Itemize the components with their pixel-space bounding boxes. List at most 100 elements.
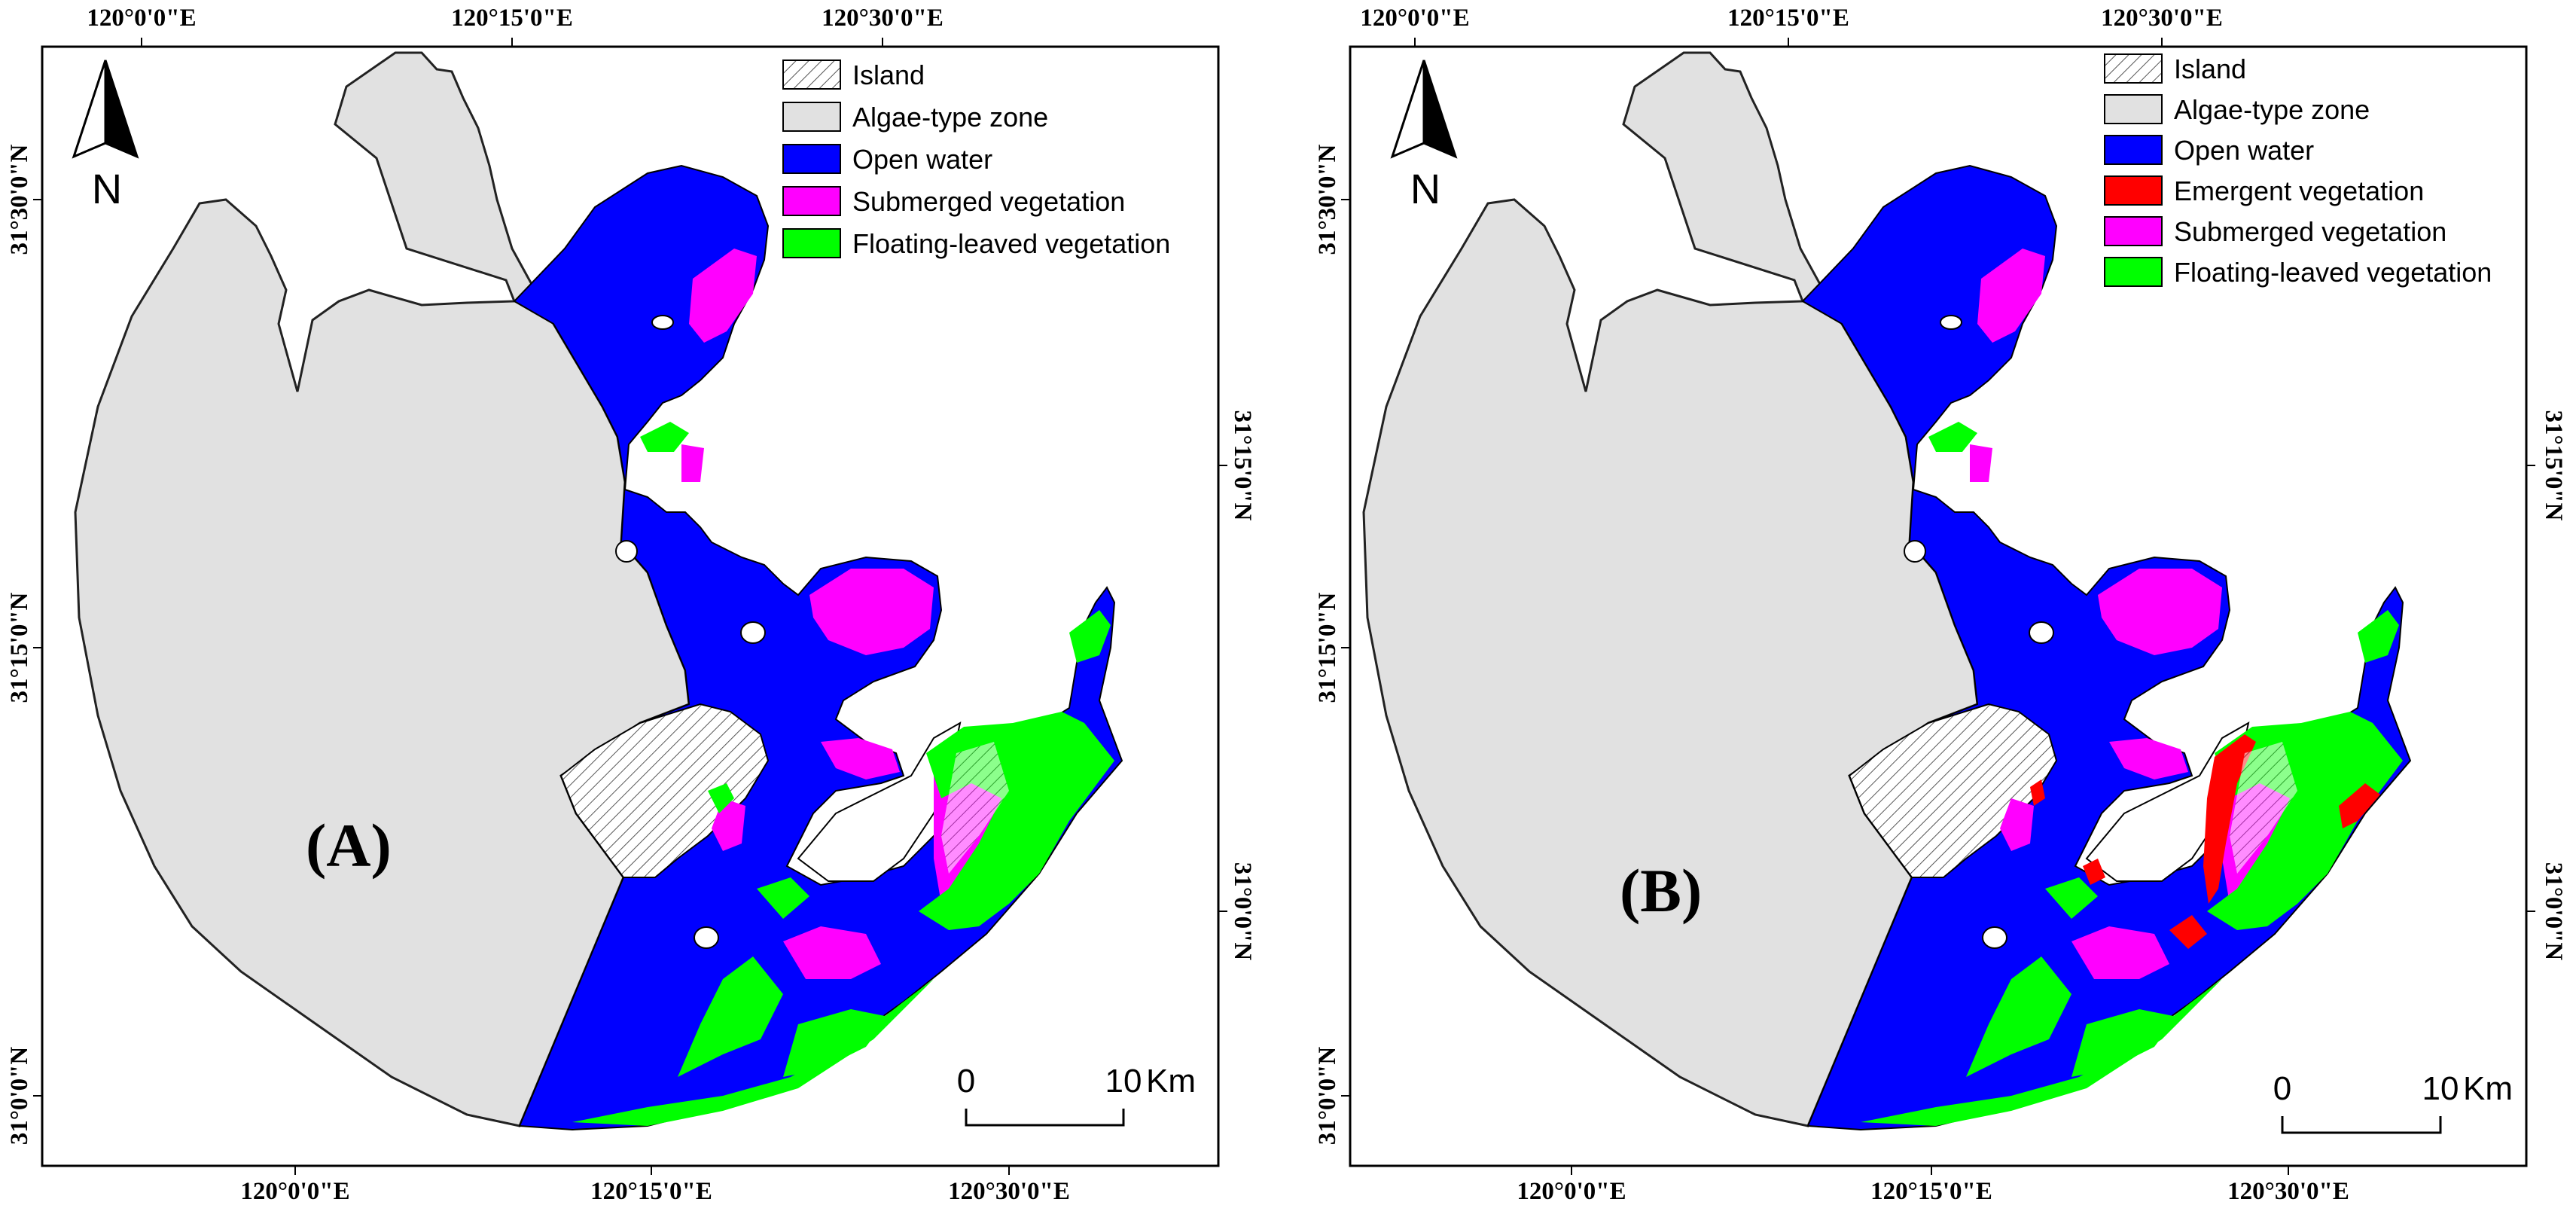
scale-unit: Km bbox=[2463, 1070, 2513, 1107]
tick-marks bbox=[1341, 38, 2535, 1175]
scale-unit: Km bbox=[1146, 1063, 1196, 1100]
scale-end: 10 bbox=[1105, 1063, 1142, 1100]
left-tick-2: 31°15'0"N bbox=[6, 592, 33, 703]
small-island bbox=[1940, 315, 1962, 330]
legend-swatch-open-water bbox=[782, 144, 841, 174]
legend-swatch-island bbox=[2104, 53, 2163, 84]
floating-leaved-vegetation bbox=[572, 979, 934, 1126]
scale-end: 10 bbox=[2422, 1070, 2459, 1107]
emergent-vegetation bbox=[2203, 734, 2256, 904]
top-tick-2: 120°15'0"E bbox=[1727, 5, 1849, 32]
left-tick-3: 31°0'0"N bbox=[1314, 1047, 1341, 1146]
left-tick-1: 31°30'0"N bbox=[6, 144, 33, 255]
bottom-tick-3: 120°30'0"E bbox=[2227, 1178, 2349, 1205]
top-tick-1: 120°0'0"E bbox=[87, 5, 196, 32]
legend-swatch-submerged bbox=[2104, 216, 2163, 246]
legend-label-open-water: Open water bbox=[2174, 135, 2314, 166]
legend-label-submerged: Submerged vegetation bbox=[2174, 216, 2446, 247]
panel-label: (B) bbox=[1620, 856, 1702, 925]
submerged-vegetation bbox=[821, 738, 900, 779]
left-tick-1: 31°30'0"N bbox=[1314, 144, 1341, 255]
bottom-tick-1: 120°0'0"E bbox=[1517, 1178, 1626, 1205]
legend-label-island: Island bbox=[2174, 53, 2246, 84]
legend: Island Algae-type zone Open water Emerge… bbox=[2104, 53, 2492, 288]
bottom-tick-1: 120°0'0"E bbox=[240, 1178, 349, 1205]
map-panel-a: 120°0'0"E 120°15'0"E 120°30'0"E 120°0'0"… bbox=[6, 5, 1256, 1205]
small-island bbox=[1904, 540, 1926, 563]
legend: Island Algae-type zone Open water Submer… bbox=[782, 59, 1170, 259]
bottom-tick-2: 120°15'0"E bbox=[1870, 1178, 1992, 1205]
floating-leaved-vegetation bbox=[678, 956, 783, 1077]
panel-label: (A) bbox=[306, 811, 392, 880]
small-island bbox=[2029, 621, 2054, 644]
top-tick-2: 120°15'0"E bbox=[451, 5, 573, 32]
tick-marks bbox=[33, 38, 1227, 1175]
north-label: N bbox=[1410, 165, 1440, 212]
floating-leaved-vegetation bbox=[1861, 979, 2222, 1126]
legend-swatch-floating bbox=[2104, 257, 2163, 287]
north-arrow: N bbox=[1390, 59, 1458, 212]
legend-label-algae: Algae-type zone bbox=[852, 102, 1048, 133]
map-panel-b: 120°0'0"E 120°15'0"E 120°30'0"E 120°0'0"… bbox=[1288, 0, 2576, 1205]
submerged-vegetation bbox=[2098, 569, 2222, 655]
island bbox=[1848, 703, 2058, 878]
legend-label-open-water: Open water bbox=[852, 144, 992, 175]
legend-swatch-floating bbox=[782, 228, 841, 258]
floating-leaved-vegetation bbox=[1069, 610, 1111, 663]
floating-leaved-vegetation bbox=[2071, 1009, 2177, 1077]
emergent-vegetation bbox=[2339, 783, 2380, 828]
floating-leaved-vegetation bbox=[2358, 610, 2399, 663]
submerged-vegetation bbox=[689, 249, 757, 343]
submerged-vegetation bbox=[681, 444, 704, 482]
small-island bbox=[694, 926, 719, 949]
submerged-vegetation bbox=[1970, 444, 1992, 482]
floating-leaved-vegetation bbox=[1928, 422, 1977, 452]
emergent-vegetation bbox=[2030, 779, 2045, 806]
small-island bbox=[651, 315, 674, 330]
legend-label-algae: Algae-type zone bbox=[2174, 94, 2370, 125]
island bbox=[559, 703, 770, 878]
legend-swatch-island bbox=[782, 59, 841, 90]
top-tick-3: 120°30'0"E bbox=[822, 5, 944, 32]
floating-leaved-vegetation bbox=[1966, 956, 2071, 1077]
floating-leaved-vegetation bbox=[783, 1009, 889, 1077]
small-island bbox=[1982, 926, 2007, 949]
island-hatch-overlay bbox=[2230, 742, 2297, 874]
right-tick-1: 31°15'0"N bbox=[1229, 410, 1256, 520]
small-island bbox=[740, 621, 766, 644]
right-tick-2: 31°0'0"N bbox=[2540, 862, 2567, 961]
emergent-vegetation bbox=[2169, 915, 2207, 949]
legend-label-floating: Floating-leaved vegetation bbox=[2174, 257, 2492, 288]
bottom-tick-2: 120°15'0"E bbox=[590, 1178, 712, 1205]
right-tick-2: 31°0'0"N bbox=[1229, 862, 1256, 961]
top-tick-1: 120°0'0"E bbox=[1360, 5, 1469, 32]
legend-swatch-emergent bbox=[2104, 175, 2163, 206]
scale-start: 0 bbox=[957, 1063, 975, 1100]
north-arrow: N bbox=[72, 59, 139, 212]
island-hatch-overlay bbox=[941, 742, 1009, 874]
top-tick-3: 120°30'0"E bbox=[2101, 5, 2223, 32]
legend-label-emergent: Emergent vegetation bbox=[2174, 175, 2424, 206]
submerged-vegetation bbox=[783, 926, 881, 979]
left-tick-2: 31°15'0"N bbox=[1314, 592, 1341, 703]
small-island bbox=[615, 540, 638, 563]
north-label: N bbox=[92, 165, 122, 212]
floating-leaved-vegetation bbox=[640, 422, 689, 452]
floating-leaved-vegetation bbox=[2045, 877, 2098, 919]
left-tick-3: 31°0'0"N bbox=[6, 1047, 33, 1146]
legend-label-submerged: Submerged vegetation bbox=[852, 186, 1125, 217]
submerged-vegetation bbox=[1977, 249, 2045, 343]
scale-bar: 0 10 Km bbox=[2273, 1070, 2513, 1134]
legend-swatch-algae bbox=[782, 102, 841, 132]
scale-bar: 0 10 Km bbox=[957, 1063, 1196, 1127]
submerged-vegetation bbox=[2000, 798, 2034, 851]
submerged-vegetation bbox=[2109, 738, 2188, 779]
legend-label-island: Island bbox=[852, 59, 925, 90]
emergent-vegetation bbox=[2083, 859, 2105, 885]
legend-swatch-algae bbox=[2104, 94, 2163, 124]
right-tick-1: 31°15'0"N bbox=[2540, 410, 2567, 520]
bottom-tick-3: 120°30'0"E bbox=[948, 1178, 1070, 1205]
legend-swatch-open-water bbox=[2104, 135, 2163, 165]
legend-swatch-submerged bbox=[782, 186, 841, 216]
legend-label-floating: Floating-leaved vegetation bbox=[852, 228, 1170, 259]
